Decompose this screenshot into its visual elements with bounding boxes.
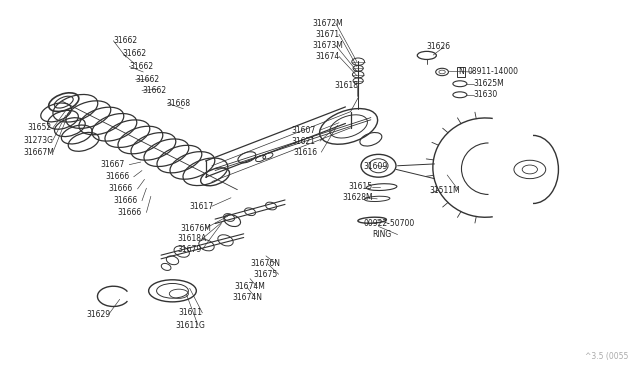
Text: 31662: 31662 bbox=[129, 62, 154, 71]
Text: 08911-14000: 08911-14000 bbox=[467, 67, 518, 77]
Text: 31628M: 31628M bbox=[342, 193, 373, 202]
Text: 31662: 31662 bbox=[136, 75, 160, 84]
Text: 31618: 31618 bbox=[334, 81, 358, 90]
Text: 31630: 31630 bbox=[474, 90, 498, 99]
Text: 31676M: 31676M bbox=[180, 224, 211, 233]
Text: N: N bbox=[458, 67, 464, 77]
Text: 31666: 31666 bbox=[109, 185, 133, 193]
Text: 31621: 31621 bbox=[291, 137, 316, 145]
Text: 31667M: 31667M bbox=[23, 148, 54, 157]
Text: 31611: 31611 bbox=[179, 308, 203, 317]
Text: 31615: 31615 bbox=[349, 182, 372, 191]
Text: 31672M: 31672M bbox=[312, 19, 343, 28]
Text: 31662: 31662 bbox=[113, 36, 138, 45]
Text: RING: RING bbox=[372, 230, 392, 239]
Text: 31652: 31652 bbox=[28, 124, 52, 132]
Text: 31674: 31674 bbox=[315, 52, 339, 61]
Text: 31668: 31668 bbox=[166, 99, 190, 108]
Text: 31666: 31666 bbox=[118, 208, 142, 217]
Text: 31675: 31675 bbox=[253, 270, 278, 279]
Text: 31679: 31679 bbox=[177, 245, 201, 254]
Text: 31616: 31616 bbox=[293, 148, 317, 157]
Text: 31662: 31662 bbox=[142, 86, 166, 95]
Text: 31671: 31671 bbox=[315, 30, 339, 39]
Text: 31609: 31609 bbox=[364, 162, 387, 171]
Text: 31511M: 31511M bbox=[429, 186, 460, 195]
Text: 31607: 31607 bbox=[291, 126, 316, 135]
Text: 31662: 31662 bbox=[123, 49, 147, 58]
Text: 31617: 31617 bbox=[189, 202, 214, 211]
Text: 31666: 31666 bbox=[113, 196, 138, 205]
Text: 31676N: 31676N bbox=[250, 259, 280, 268]
Text: 31674N: 31674N bbox=[233, 293, 263, 302]
Text: ^3.5 (0055: ^3.5 (0055 bbox=[585, 352, 628, 361]
Text: 31611G: 31611G bbox=[175, 321, 205, 330]
Text: 31629: 31629 bbox=[86, 310, 111, 318]
Text: 31618A: 31618A bbox=[177, 234, 206, 243]
Text: 31625M: 31625M bbox=[474, 79, 504, 88]
Text: 31667: 31667 bbox=[100, 160, 125, 169]
Text: 31673M: 31673M bbox=[312, 41, 343, 50]
Text: 31273G: 31273G bbox=[23, 135, 53, 144]
Text: 31674M: 31674M bbox=[234, 282, 265, 291]
Text: 31626: 31626 bbox=[427, 42, 451, 51]
Text: 00922-50700: 00922-50700 bbox=[364, 219, 415, 228]
Text: 31666: 31666 bbox=[105, 172, 129, 181]
